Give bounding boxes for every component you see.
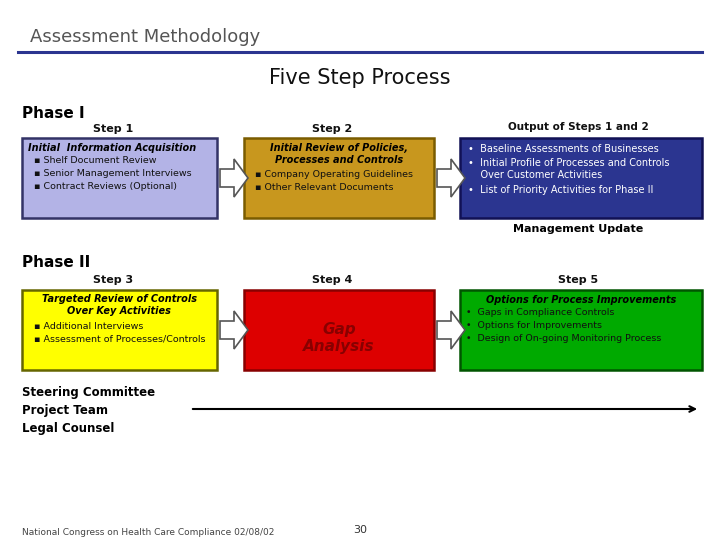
Text: Step 2: Step 2 (312, 124, 352, 134)
Text: National Congress on Health Care Compliance 02/08/02: National Congress on Health Care Complia… (22, 528, 274, 537)
Text: •  List of Priority Activities for Phase II: • List of Priority Activities for Phase … (468, 185, 653, 195)
Text: ▪ Additional Interviews: ▪ Additional Interviews (28, 322, 143, 331)
Text: •  Design of On-going Monitoring Process: • Design of On-going Monitoring Process (466, 334, 662, 343)
Bar (460, 290, 702, 370)
Text: Project Team: Project Team (22, 404, 108, 417)
Text: ▪ Senior Management Interviews: ▪ Senior Management Interviews (28, 169, 192, 178)
Bar (244, 138, 434, 218)
Text: Phase I: Phase I (22, 106, 85, 121)
Text: ▪ Company Operating Guidelines: ▪ Company Operating Guidelines (249, 170, 413, 179)
Text: Legal Counsel: Legal Counsel (22, 422, 114, 435)
Text: Assessment Methodology: Assessment Methodology (30, 28, 260, 46)
Text: •  Initial Profile of Processes and Controls
    Over Customer Activities: • Initial Profile of Processes and Contr… (468, 158, 670, 180)
Text: Targeted Review of Controls
Over Key Activities: Targeted Review of Controls Over Key Act… (42, 294, 197, 315)
Text: Options for Process Improvements: Options for Process Improvements (486, 295, 676, 305)
Text: Initial Review of Policies,
Processes and Controls: Initial Review of Policies, Processes an… (270, 143, 408, 165)
Text: ▪ Contract Reviews (Optional): ▪ Contract Reviews (Optional) (28, 182, 177, 191)
Text: Output of Steps 1 and 2: Output of Steps 1 and 2 (508, 122, 649, 132)
Text: •  Gaps in Compliance Controls: • Gaps in Compliance Controls (466, 308, 614, 317)
Polygon shape (220, 159, 248, 197)
Text: Step 3: Step 3 (93, 275, 133, 285)
Text: Management Update: Management Update (513, 224, 643, 234)
Polygon shape (437, 311, 465, 349)
Text: Steering Committee: Steering Committee (22, 386, 155, 399)
Text: Phase II: Phase II (22, 255, 90, 270)
Polygon shape (437, 159, 465, 197)
Bar (22, 290, 217, 370)
Bar (22, 138, 217, 218)
Text: •  Options for Improvements: • Options for Improvements (466, 321, 602, 330)
Text: ▪ Assessment of Processes/Controls: ▪ Assessment of Processes/Controls (28, 335, 205, 344)
Text: Step 4: Step 4 (312, 275, 352, 285)
Text: 30: 30 (353, 525, 367, 535)
Text: Initial  Information Acquisition: Initial Information Acquisition (28, 143, 197, 153)
Text: Gap
Analysis: Gap Analysis (303, 322, 375, 354)
Polygon shape (220, 311, 248, 349)
Text: •  Baseline Assessments of Businesses: • Baseline Assessments of Businesses (468, 144, 659, 154)
Bar (460, 138, 702, 218)
Text: Step 5: Step 5 (558, 275, 598, 285)
Text: ▪ Other Relevant Documents: ▪ Other Relevant Documents (249, 183, 394, 192)
Text: Step 1: Step 1 (93, 124, 133, 134)
Text: ▪ Shelf Document Review: ▪ Shelf Document Review (28, 156, 156, 165)
Text: Five Step Process: Five Step Process (269, 68, 451, 88)
Bar (244, 290, 434, 370)
